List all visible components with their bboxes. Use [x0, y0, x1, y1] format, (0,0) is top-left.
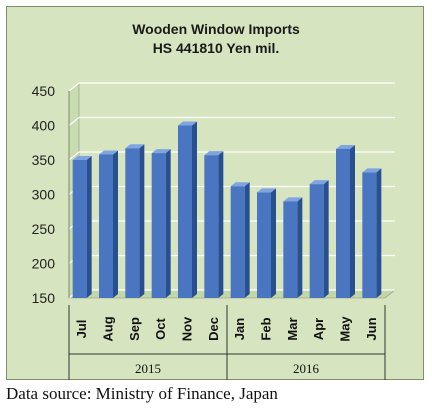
bar: [230, 186, 245, 298]
y-tick-label: 150: [32, 290, 56, 306]
bar: [204, 155, 219, 298]
bar-top: [125, 144, 145, 149]
x-tick-label: Jul: [74, 320, 89, 339]
bar-top: [230, 182, 250, 187]
y-tick-label: 200: [32, 256, 56, 272]
bar: [178, 125, 192, 298]
x-tick-label: Nov: [180, 316, 195, 341]
bar-top: [99, 150, 118, 155]
bar-side: [271, 188, 276, 298]
bar-side: [350, 144, 355, 298]
bar: [257, 192, 271, 298]
y-tick-label: 350: [32, 152, 56, 168]
bar-top: [283, 197, 303, 202]
y-tick-label: 450: [32, 83, 56, 99]
bar-side: [244, 182, 250, 298]
x-tick-label: May: [338, 316, 353, 342]
bar-side: [165, 149, 171, 298]
bar: [151, 153, 166, 298]
bar-side: [297, 197, 303, 298]
year-label: 2016: [293, 361, 320, 376]
bar-side: [376, 168, 382, 298]
bar: [99, 154, 113, 298]
gridline: [68, 151, 395, 161]
bar: [362, 172, 377, 298]
x-tick-label: Jun: [364, 317, 379, 340]
bar-top: [309, 180, 329, 185]
bar-side: [323, 180, 329, 298]
bar: [125, 148, 140, 298]
bar-side: [113, 150, 118, 298]
x-tick-label: Apr: [311, 318, 326, 340]
bar-side: [218, 151, 224, 298]
bar: [72, 160, 87, 298]
bar-top: [257, 188, 276, 193]
bar-side: [139, 144, 145, 298]
chart-panel: Wooden Window Imports HS 441810 Yen mil.…: [6, 6, 424, 380]
x-tick-label: Mar: [285, 317, 300, 340]
x-tick-label: Jan: [232, 318, 247, 340]
bar-top: [178, 121, 197, 126]
chart-title: Wooden Window Imports: [132, 21, 300, 37]
bar-top: [336, 144, 355, 149]
y-tick-label: 300: [32, 187, 56, 203]
x-tick-label: Aug: [101, 316, 116, 341]
bar: [336, 148, 350, 298]
bar: [309, 184, 324, 298]
gridline: [68, 116, 395, 126]
bar-side: [192, 121, 197, 298]
y-tick-label: 400: [32, 118, 56, 134]
bar-chart: 150 200 250 300 350 400 450 Jul Aug Sep Oct Nov Dec J…: [32, 82, 396, 380]
y-tick-label: 250: [32, 221, 56, 237]
bar-top: [151, 149, 171, 154]
year-label: 2015: [135, 361, 161, 376]
gridline: [68, 82, 395, 92]
x-tick-label: Sep: [127, 317, 142, 341]
bar-side: [86, 156, 92, 298]
source-note: Data source: Ministry of Finance, Japan: [6, 384, 278, 403]
x-tick-label: Dec: [206, 317, 221, 341]
x-tick-label: Feb: [259, 317, 274, 340]
bar: [283, 201, 298, 298]
bar-top: [204, 151, 224, 156]
bar-top: [72, 156, 92, 160]
bar-top: [362, 168, 382, 173]
chart-subtitle: HS 441810 Yen mil.: [152, 40, 280, 56]
x-tick-label: Oct: [153, 317, 168, 339]
